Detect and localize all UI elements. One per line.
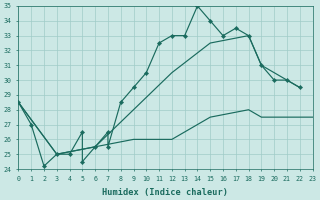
X-axis label: Humidex (Indice chaleur): Humidex (Indice chaleur) [102,188,228,197]
